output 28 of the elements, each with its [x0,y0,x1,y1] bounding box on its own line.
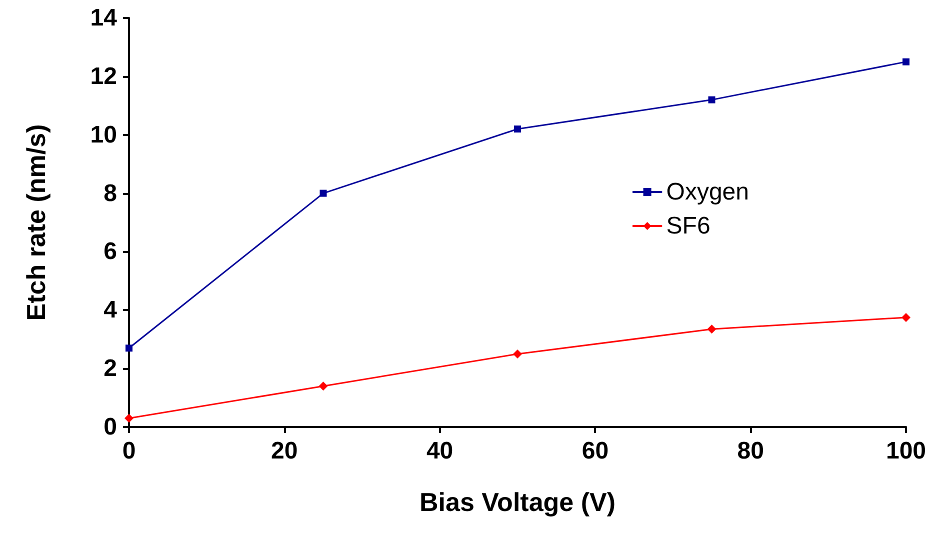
point [318,382,328,391]
x-tick-label: 0 [122,438,136,464]
y-tick-label: 0 [104,414,117,440]
y-tick-label: 10 [90,121,117,148]
y-tick-label: 8 [104,180,117,207]
y-tick-label: 6 [104,238,117,266]
legend-label: SF6 [666,212,710,240]
point [320,190,327,197]
y-tick-label: 12 [90,62,117,90]
y-tick-label: 4 [104,296,118,324]
point [124,414,134,423]
x-tick-label: 20 [271,438,298,464]
point [126,344,132,352]
point [513,349,522,358]
point [707,324,716,334]
legend-label: Oxygen [666,178,750,206]
y-tick-label: 2 [104,355,117,382]
x-tick-label: 40 [426,438,454,464]
x-tick-label: 60 [582,438,609,464]
x-axis-title: Bias Voltage (V) [419,487,616,517]
x-tick-label: 100 [886,438,926,464]
y-tick-label: 14 [90,4,118,32]
x-tick-label: 80 [737,438,764,464]
point [902,58,910,66]
point [902,312,910,322]
point [514,126,521,133]
y-axis-title: Etch rate (nm/s) [21,124,51,321]
point [708,96,716,104]
